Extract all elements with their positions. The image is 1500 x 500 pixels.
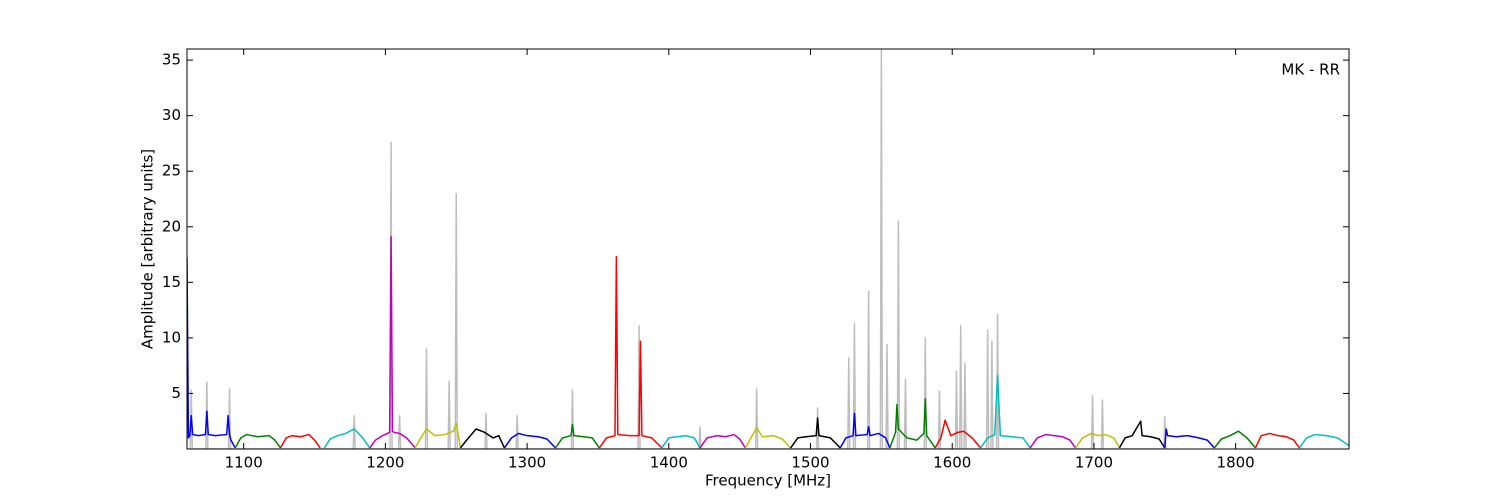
spectrum-line bbox=[1213, 430, 1257, 449]
spectrum-line bbox=[1029, 433, 1077, 449]
spectrum-line bbox=[503, 432, 556, 449]
spectrum-line bbox=[661, 434, 701, 449]
spectrum-line bbox=[554, 423, 600, 449]
x-tick-label: 1700 bbox=[1075, 454, 1113, 472]
spectrum-line bbox=[889, 398, 936, 449]
spectrum-line bbox=[1254, 432, 1301, 449]
y-tick-label: 15 bbox=[162, 273, 181, 291]
spectrum-line bbox=[699, 433, 746, 449]
y-axis-label: Amplitude [arbitrary units] bbox=[139, 149, 157, 349]
plot-frame bbox=[186, 48, 1350, 450]
y-tick-label: 30 bbox=[162, 106, 181, 124]
spectrum-line bbox=[744, 427, 792, 449]
x-tick-label: 1800 bbox=[1217, 454, 1255, 472]
spectrum-line bbox=[790, 417, 841, 449]
x-tick-label: 1100 bbox=[225, 454, 263, 472]
spectrum-line bbox=[323, 428, 371, 449]
spectrum-line bbox=[979, 374, 1031, 449]
spectrum-line bbox=[279, 433, 321, 449]
spectrum-line bbox=[459, 428, 506, 449]
spectrum-line bbox=[414, 422, 462, 449]
x-tick-label: 1300 bbox=[508, 454, 546, 472]
y-tick-label: 20 bbox=[162, 217, 181, 235]
spectrum-line bbox=[189, 49, 1167, 449]
spectrum-line bbox=[234, 433, 282, 449]
spectrum-line bbox=[839, 412, 891, 449]
x-tick-label: 1500 bbox=[791, 454, 829, 472]
plot-lines bbox=[187, 49, 1349, 449]
spectrum-line bbox=[1074, 432, 1121, 449]
spectrum-line bbox=[1298, 433, 1349, 449]
y-tick-label: 35 bbox=[162, 51, 181, 69]
spectrum-line bbox=[934, 419, 982, 449]
x-axis-label: Frequency [MHz] bbox=[705, 472, 831, 490]
y-tick-label: 25 bbox=[162, 162, 181, 180]
x-tick-label: 1400 bbox=[650, 454, 688, 472]
x-tick-label: 1200 bbox=[366, 454, 404, 472]
spectrum-line bbox=[187, 257, 236, 449]
spectrum-line bbox=[1164, 428, 1215, 449]
y-tick-label: 5 bbox=[171, 384, 181, 402]
spectrum-line bbox=[369, 236, 416, 449]
spectrum-line bbox=[598, 256, 663, 449]
annotation: MK - RR bbox=[1281, 61, 1340, 79]
spectrum-line bbox=[1118, 420, 1166, 449]
y-tick-label: 10 bbox=[162, 328, 181, 346]
x-tick-label: 1600 bbox=[933, 454, 971, 472]
